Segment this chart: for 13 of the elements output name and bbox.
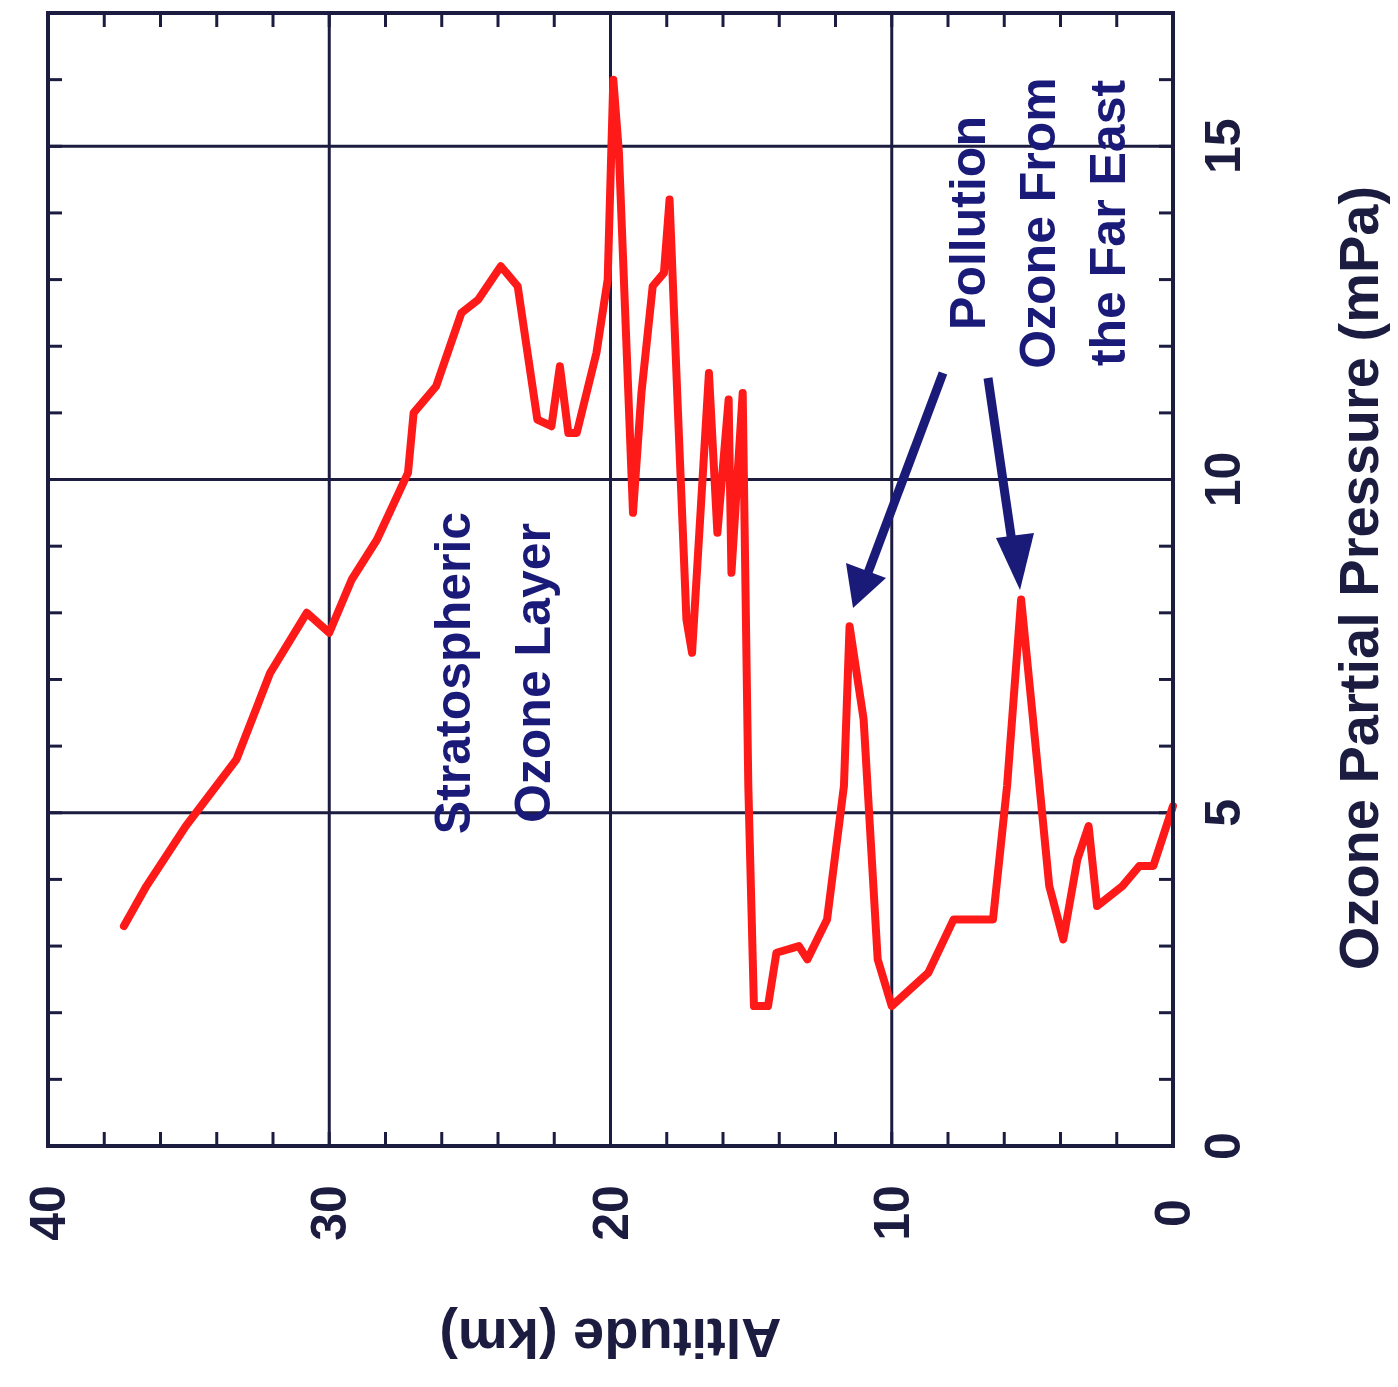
x-axis-title: Altitude (km) bbox=[439, 1306, 782, 1370]
y-tick-label: 15 bbox=[1195, 118, 1251, 175]
x-tick-label: 30 bbox=[301, 1185, 358, 1241]
x-tick-label: 40 bbox=[20, 1185, 76, 1241]
x-tick-label: 20 bbox=[582, 1185, 639, 1241]
y-tick-label: 10 bbox=[1195, 451, 1251, 508]
x-tick-label: 10 bbox=[863, 1185, 920, 1241]
x-tick-label: 0 bbox=[1145, 1199, 1201, 1227]
y-axis-title: Ozone Partial Pressure (mPa) bbox=[1326, 185, 1390, 971]
y-tick-label: 0 bbox=[1195, 1132, 1251, 1160]
annotation: Stratospheric Ozone Layer bbox=[425, 511, 561, 835]
annotation: Pollution Ozone From the Far East bbox=[940, 77, 1136, 369]
y-tick-label: 5 bbox=[1195, 798, 1251, 827]
